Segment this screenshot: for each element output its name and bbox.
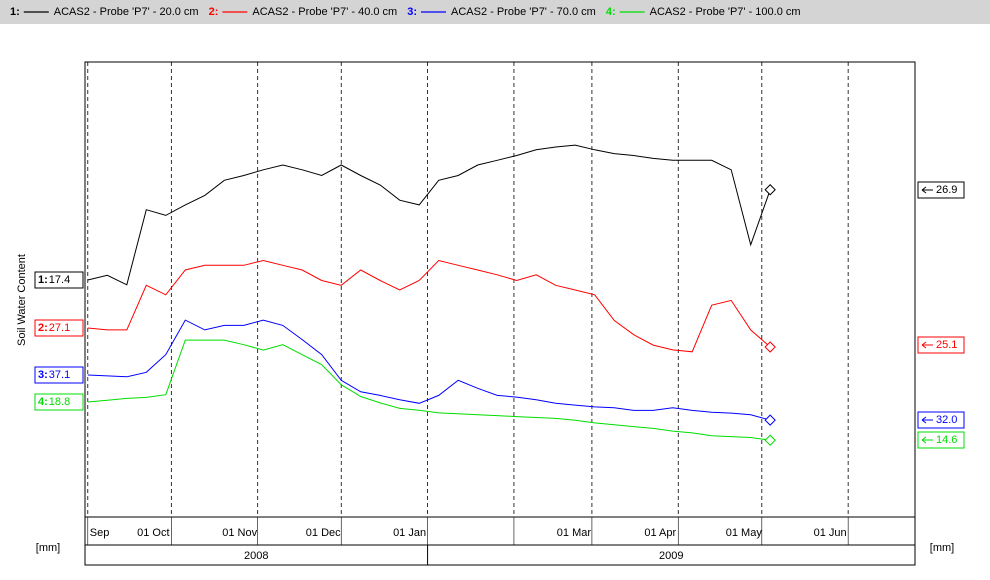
start-label-value: 18.8 [49,396,70,408]
legend-key: 2: [209,6,219,18]
legend-label: ACAS2 - Probe 'P7' - 40.0 cm [252,6,397,18]
end-label-arrow [921,341,933,349]
end-label-box [917,336,965,354]
end-label-arrow [921,436,933,444]
series-line [87,144,771,286]
end-marker [764,341,776,353]
end-label-value: 32.0 [936,414,957,426]
unit-right: [mm] [930,542,954,554]
legend-bar [0,0,990,24]
end-marker [764,414,776,426]
series-line [87,259,771,353]
start-label-key: 4: [38,396,48,408]
start-label-value: 27.1 [49,322,70,334]
x-tick-label: 01 Jan [393,527,426,539]
start-label-box [34,319,84,337]
x-tick-label: 01 Jun [814,527,847,539]
x-tick-label: 01 Dec [306,527,341,539]
x-tick-label: 01 Apr [644,527,676,539]
x-tick-label: Sep [90,527,110,539]
series-line [87,339,771,441]
end-label-box [917,181,965,199]
y-axis-label: Soil Water Content [16,254,28,346]
end-marker [764,184,776,196]
end-label-value: 14.6 [936,434,957,446]
start-label-box [34,271,84,289]
start-label-value: 17.4 [49,274,70,286]
start-label-value: 37.1 [49,369,70,381]
x-tick-label: 01 Mar [557,527,592,539]
legend-key: 3: [407,6,417,18]
x-tick-label: 01 May [726,527,763,539]
end-label-value: 25.1 [936,339,957,351]
legend-key: 1: [10,6,20,18]
start-label-key: 2: [38,322,48,334]
legend-label: ACAS2 - Probe 'P7' - 20.0 cm [54,6,199,18]
x-tick-label: 01 Nov [222,527,257,539]
end-label-box [917,411,965,429]
year-label: 2009 [659,550,683,562]
legend-label: ACAS2 - Probe 'P7' - 100.0 cm [650,6,801,18]
end-label-box [917,431,965,449]
year-label: 2008 [244,550,268,562]
legend-key: 4: [606,6,616,18]
series-line [87,319,771,421]
x-tick-label: 01 Oct [137,527,169,539]
start-label-key: 1: [38,274,48,286]
end-label-value: 26.9 [936,184,957,196]
start-label-box [34,366,84,384]
legend: 1: ACAS2 - Probe 'P7' - 20.0 cm 2: ACAS2 - … [10,6,801,18]
unit-left: [mm] [36,542,60,554]
end-label-arrow [921,186,933,194]
start-label-key: 3: [38,369,48,381]
legend-label: ACAS2 - Probe 'P7' - 70.0 cm [451,6,596,18]
end-label-arrow [921,416,933,424]
end-marker [764,434,776,446]
start-label-box [34,393,84,411]
plot-frame [84,61,916,566]
